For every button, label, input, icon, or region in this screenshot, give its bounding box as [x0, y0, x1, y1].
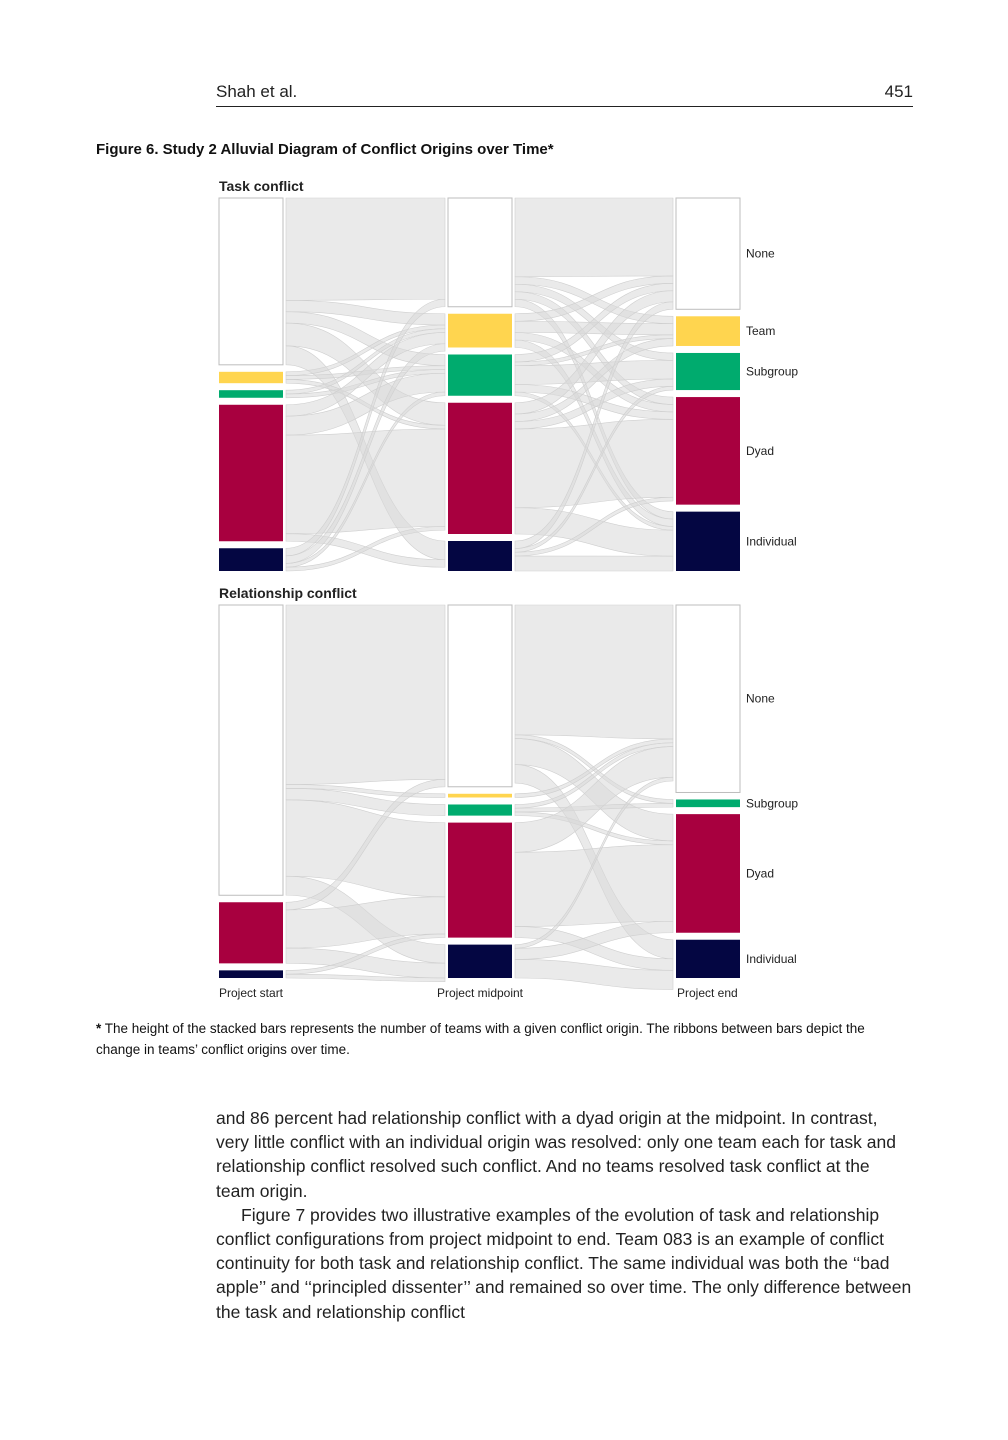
ribbon-individual-to-dyad — [285, 526, 446, 572]
footnote-marker: * — [96, 1021, 102, 1036]
bar-project-start-subgroup — [219, 390, 283, 398]
bar-project-midpoint-dyad — [448, 402, 512, 534]
bar-project-start-dyad — [219, 902, 283, 964]
footnote-text: The height of the stacked bars represent… — [96, 1021, 865, 1057]
category-label-subgroup: Subgroup — [746, 796, 798, 810]
category-label-team: Team — [746, 324, 775, 338]
bar-project-end-individual — [676, 511, 740, 571]
bar-project-end-subgroup — [676, 352, 740, 391]
ribbon-none-to-none — [514, 604, 674, 740]
ribbon-individual-to-individual — [514, 555, 674, 572]
bar-project-midpoint-subgroup — [448, 804, 512, 816]
body-paragraph-1: and 86 percent had relationship conflict… — [216, 1108, 896, 1201]
category-label-dyad: Dyad — [746, 444, 774, 458]
panel-title: Relationship conflict — [219, 585, 357, 601]
ribbons — [285, 604, 674, 990]
stage-label-project-midpoint: Project midpoint — [437, 986, 524, 1000]
bar-project-end-dyad — [676, 814, 740, 933]
ribbons — [285, 197, 674, 572]
panel-title: Task conflict — [219, 178, 304, 194]
bar-project-midpoint-individual — [448, 944, 512, 978]
figure-footnote: * The height of the stacked bars represe… — [96, 1018, 896, 1060]
body-paragraph-2: Figure 7 provides two illustrative examp… — [216, 1204, 912, 1322]
bar-project-midpoint-individual — [448, 541, 512, 571]
category-label-subgroup: Subgroup — [746, 365, 798, 379]
ribbon-none-to-none — [514, 197, 674, 278]
bar-project-start-individual — [219, 970, 283, 978]
ribbon-individual-to-individual — [514, 959, 674, 990]
panel-task-conflict: Task conflict None Team Subgroup Dyad Individ… — [218, 178, 798, 572]
alluvial-diagram: Task conflict None Team Subgroup Dyad Individ… — [218, 178, 798, 1000]
bar-project-end-dyad — [676, 397, 740, 505]
bar-project-midpoint-team — [448, 313, 512, 348]
category-label-none: None — [746, 692, 775, 706]
bar-project-start-individual — [219, 548, 283, 571]
bar-project-end-team — [676, 316, 740, 346]
bar-project-end-individual — [676, 939, 740, 978]
ribbon-dyad-to-none — [285, 779, 446, 911]
bar-project-start-dyad — [219, 404, 283, 542]
ribbon-dyad-to-team — [514, 338, 674, 422]
figure-caption: Figure 6. Study 2 Alluvial Diagram of Co… — [96, 141, 554, 158]
ribbon-individual-to-dyad — [514, 920, 674, 960]
category-label-individual: Individual — [746, 534, 797, 548]
ribbon-individual-to-none — [514, 776, 674, 949]
bar-project-end-none — [675, 197, 741, 310]
ribbon-individual-to-subgroup — [285, 391, 446, 568]
ribbon-none-to-subgroup — [285, 788, 446, 816]
ribbon-individual-to-individual — [285, 973, 446, 983]
ribbon-individual-to-team — [285, 343, 446, 564]
panel-relationship-conflict: Relationship conflict None Subgroup Dyad Ind… — [218, 585, 798, 990]
bar-project-midpoint-none — [447, 604, 513, 788]
ribbon-dyad-to-dyad — [514, 844, 674, 927]
ribbon-individual-to-dyad — [285, 933, 446, 975]
body-text: and 86 percent had relationship conflict… — [216, 1106, 913, 1324]
ribbon-individual-to-dyad — [514, 496, 674, 557]
bar-project-start-team — [219, 371, 283, 384]
bar-project-start-none — [218, 604, 284, 896]
bar-project-end-subgroup — [676, 799, 740, 808]
ribbon-individual-to-none — [514, 301, 674, 549]
bar-project-end-none — [675, 604, 741, 793]
ribbon-none-to-none — [285, 197, 446, 301]
ribbon-individual-to-subgroup — [514, 386, 674, 553]
bar-project-midpoint-none — [447, 197, 513, 308]
category-label-dyad: Dyad — [746, 866, 774, 880]
bar-project-midpoint-subgroup — [448, 354, 512, 396]
stage-label-project-start: Project start — [219, 986, 284, 1000]
bar-project-start-none — [218, 197, 284, 366]
running-head-author: Shah et al. — [216, 82, 298, 101]
running-head: Shah et al. 451 — [216, 82, 913, 107]
ribbon-none-to-none — [285, 604, 446, 785]
stage-label-project-end: Project end — [677, 986, 738, 1000]
ribbon-dyad-to-dyad — [514, 419, 674, 509]
category-label-none: None — [746, 247, 775, 261]
page-number: 451 — [884, 82, 913, 101]
bar-project-midpoint-dyad — [448, 822, 512, 938]
ribbon-individual-to-none — [285, 298, 446, 557]
category-label-individual: Individual — [746, 952, 797, 966]
bar-project-midpoint-team — [448, 793, 512, 798]
